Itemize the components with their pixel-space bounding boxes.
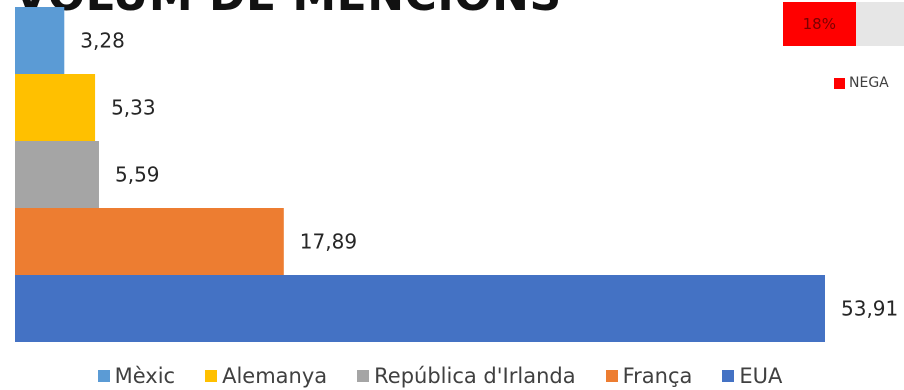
bar-mexic bbox=[15, 7, 65, 74]
negative-legend-swatch bbox=[834, 77, 845, 89]
legend-swatch bbox=[722, 370, 735, 382]
negative-gauge-label: 18% bbox=[802, 15, 836, 33]
data-label-franca: 17,89 bbox=[300, 230, 357, 254]
chart-title: VOLUM DE MENCIONS bbox=[14, 0, 562, 18]
data-label-eua: 53,91 bbox=[841, 297, 898, 321]
bar-eua bbox=[15, 275, 825, 342]
legend-swatch bbox=[205, 370, 218, 382]
legend-label: França bbox=[622, 364, 693, 388]
legend-item-eua: EUA bbox=[722, 362, 782, 390]
data-label-mexic: 3,28 bbox=[80, 29, 125, 53]
bar-chart: 3,28 5,33 5,59 17,89 53,91 bbox=[15, 7, 898, 342]
legend-swatch bbox=[605, 370, 618, 382]
negative-gauge: 18% bbox=[783, 2, 904, 46]
legend-swatch bbox=[357, 370, 370, 382]
bar-alemanya bbox=[15, 74, 96, 141]
legend-item-franca: França bbox=[605, 362, 693, 390]
legend-item-republica-d-irlanda: República d'Irlanda bbox=[357, 362, 576, 390]
legend-label: República d'Irlanda bbox=[374, 364, 576, 388]
chart-legend: Mèxic Alemanya República d'Irlanda França EU… bbox=[0, 362, 880, 390]
legend-item-mexic: Mèxic bbox=[97, 362, 176, 390]
legend-swatch bbox=[97, 370, 110, 382]
negative-gauge-fill: 18% bbox=[783, 2, 856, 46]
data-label-alemanya: 5,33 bbox=[111, 96, 156, 120]
legend-label: Mèxic bbox=[114, 364, 176, 388]
negative-legend-label: NEGA bbox=[849, 75, 889, 91]
bar-franca bbox=[15, 208, 284, 275]
data-label-republica-d-irlanda: 5,59 bbox=[115, 163, 160, 187]
legend-label: Alemanya bbox=[222, 364, 328, 388]
legend-item-alemanya: Alemanya bbox=[205, 362, 327, 390]
sentiment-legend: NEGA bbox=[834, 75, 889, 91]
bar-republica-d-irlanda bbox=[15, 141, 99, 208]
legend-label: EUA bbox=[739, 364, 783, 388]
